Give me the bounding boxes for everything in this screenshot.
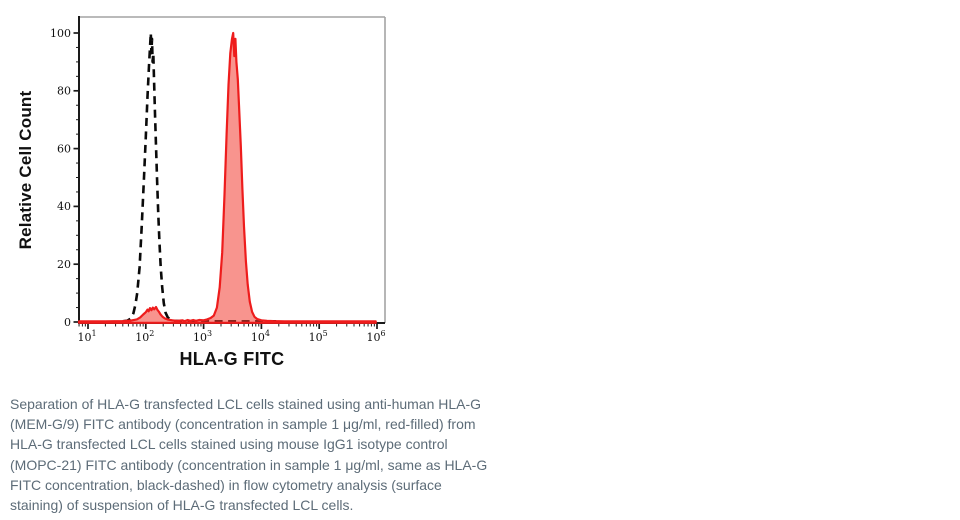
- y-axis: 0 20 40 60 80 100: [50, 27, 79, 329]
- svg-text:105: 105: [309, 329, 328, 344]
- isotype-control-curve: [122, 31, 277, 323]
- svg-text:100: 100: [50, 27, 71, 40]
- svg-text:106: 106: [366, 329, 385, 344]
- x-axis-label: HLA-G FITC: [179, 349, 285, 369]
- svg-text:101: 101: [77, 329, 96, 344]
- caption-line: FITC concentration, black-dashed) in flo…: [10, 476, 442, 493]
- svg-text:60: 60: [57, 142, 71, 155]
- caption-line: Separation of HLA-G transfected LCL cell…: [10, 396, 482, 412]
- histogram-plot: 0 20 40 60 80 100 101 102 103 104 105 106: [50, 16, 386, 344]
- figure-caption: Separation of HLA-G transfected LCL cell…: [10, 394, 530, 515]
- hla-g-fitc-curve: [77, 31, 377, 324]
- flow-cytometry-figure: Relative Cell Count 0 20 40 60 80 100 101 102 10…: [0, 0, 520, 380]
- caption-line: HLA-G transfected LCL cells stained usin…: [10, 436, 448, 453]
- svg-text:0: 0: [64, 316, 71, 329]
- svg-text:20: 20: [57, 258, 71, 271]
- svg-text:103: 103: [193, 329, 212, 344]
- svg-text:104: 104: [251, 329, 270, 344]
- svg-text:40: 40: [57, 200, 71, 213]
- x-axis: 101 102 103 104 105 106: [77, 323, 386, 344]
- caption-line: staining) of suspension of HLA-G transfe…: [10, 497, 354, 514]
- svg-text:102: 102: [135, 329, 154, 344]
- caption-line: (MEM-G/9) FITC antibody (concentration i…: [10, 416, 476, 433]
- svg-text:80: 80: [57, 85, 71, 98]
- caption-line: (MOPC-21) FITC antibody (concentration i…: [10, 456, 488, 473]
